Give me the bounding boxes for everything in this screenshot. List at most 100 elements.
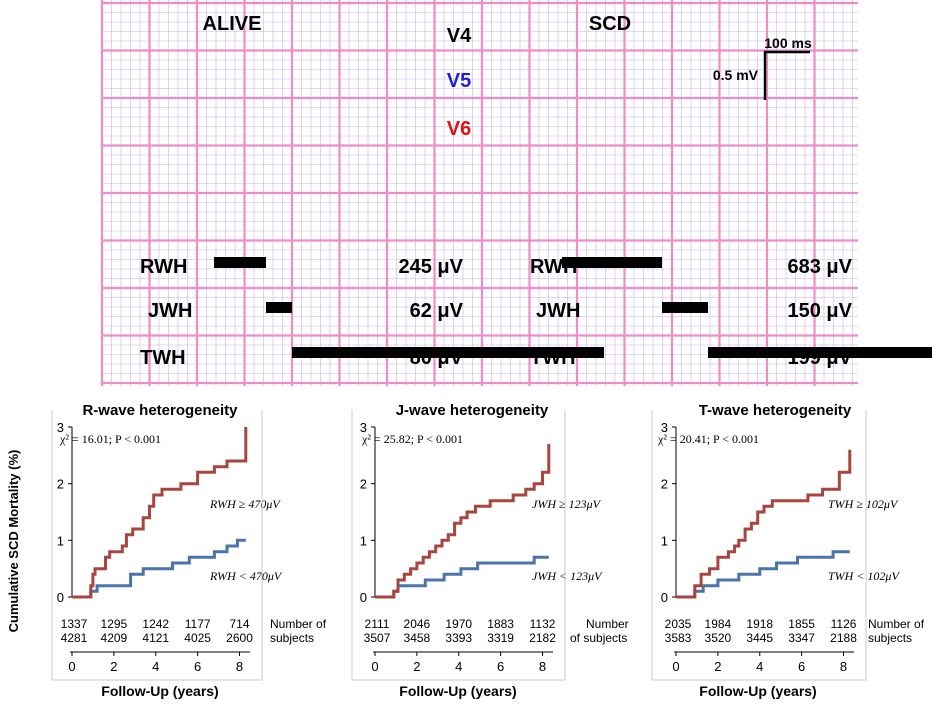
panel-label-alive: ALIVE (203, 13, 262, 35)
risk-table-label-line1: Number of (270, 617, 327, 631)
km-ylabel: Cumulative SCD Mortality (%) (6, 450, 21, 633)
km-x-tick-label: 2 (413, 659, 420, 674)
km-x-tick-label: 0 (371, 659, 378, 674)
km-series-high (72, 427, 248, 599)
measure-bar-scd-jwh (662, 302, 708, 313)
measure-name-alive-twh: TWH (140, 347, 186, 369)
scale-bar-amplitude-label: 0.5 mV (713, 67, 759, 83)
km-title: J-wave heterogeneity (396, 402, 549, 419)
km-series-label-low: RWH < 470μV (209, 569, 283, 583)
km-x-tick-label: 8 (236, 659, 243, 674)
measure-bar-alive-rwh (214, 257, 266, 268)
km-series-label-high: JWH ≥ 123μV (532, 497, 602, 511)
km-y-tick-label: 0 (360, 590, 367, 605)
km-y-tick-label: 1 (661, 533, 668, 548)
km-series-high (375, 444, 551, 599)
km-series-label-high: RWH ≥ 470μV (209, 497, 281, 511)
km-x-tick-label: 6 (798, 659, 805, 674)
risk-table-cell: 1337 (61, 617, 88, 631)
scale-bar: 100 ms 0.5 mV (713, 35, 812, 100)
risk-table-label-line2: subjects (868, 631, 912, 645)
km-xlabel: Follow-Up (years) (101, 683, 218, 699)
km-y-tick-label: 0 (57, 590, 64, 605)
risk-table-cell: 1242 (142, 617, 169, 631)
ecg-panel: ALIVE SCD V4 V5 V6 100 ms 0.5 mV RWH 245… (102, 0, 932, 386)
km-y-tick-label: 0 (661, 590, 668, 605)
risk-table-cell: 2035 (665, 617, 692, 631)
km-y-tick-label: 3 (661, 420, 668, 435)
measure-bar-alive-jwh (266, 302, 292, 313)
km-series-label-low: JWH < 123μV (532, 569, 603, 583)
risk-table-cell: 2046 (404, 617, 431, 631)
risk-table-label-line2: subjects (270, 631, 314, 645)
km-title: T-wave heterogeneity (699, 402, 852, 419)
risk-table-label-line1: Number (586, 617, 629, 631)
measure-value-alive-rwh: 245 μV (398, 256, 463, 278)
km-x-tick-label: 8 (840, 659, 847, 674)
measure-value-alive-jwh: 62 μV (410, 300, 464, 322)
risk-table-cell: 2600 (226, 631, 253, 645)
risk-table-cell: 1132 (530, 617, 556, 631)
km-chart-twh: T-wave heterogeneity χ² = 20.41; P < 0.0… (651, 402, 925, 699)
km-xlabel: Follow-Up (years) (399, 683, 516, 699)
measure-bars (214, 257, 932, 358)
km-frame (51, 410, 263, 681)
measure-name-alive-jwh: JWH (148, 300, 192, 322)
risk-table-cell: 2188 (830, 631, 857, 645)
km-x-tick-label: 6 (194, 659, 201, 674)
km-chart-jwh: J-wave heterogeneity χ² = 25.82; P < 0.0… (351, 402, 629, 699)
scale-bar-time-label: 100 ms (764, 35, 812, 51)
km-stat: χ² = 16.01; P < 0.001 (59, 432, 161, 446)
km-y-tick-label: 3 (360, 420, 367, 435)
risk-table-cell: 1883 (487, 617, 514, 631)
risk-table-cell: 1855 (788, 617, 815, 631)
km-frame (351, 410, 566, 681)
km-series-low (676, 550, 850, 599)
km-x-tick-label: 0 (672, 659, 679, 674)
risk-table-cell: 3458 (404, 631, 431, 645)
measure-bar-alive-twh (292, 347, 604, 358)
km-title: R-wave heterogeneity (82, 402, 238, 419)
panel-label-scd: SCD (589, 13, 631, 35)
risk-table-cell: 1177 (185, 617, 211, 631)
risk-table-cell: 3520 (705, 631, 732, 645)
risk-table-cell: 1984 (705, 617, 732, 631)
km-series-low (72, 538, 246, 599)
risk-table-cell: 1970 (445, 617, 472, 631)
measure-name-alive-rwh: RWH (140, 256, 187, 278)
risk-table-label-line1: Number of (868, 617, 925, 631)
km-y-tick-label: 1 (360, 533, 367, 548)
km-x-tick-label: 4 (455, 659, 462, 674)
km-series-label-high: TWH ≥ 102μV (828, 497, 899, 511)
lead-label-v5: V5 (447, 70, 471, 92)
ecg-grid (100, 0, 858, 386)
measure-value-scd-rwh: 683 μV (787, 256, 852, 278)
km-series-high (676, 449, 852, 599)
risk-table-cell: 3445 (746, 631, 773, 645)
measure-value-scd-jwh: 150 μV (787, 300, 852, 322)
measure-name-scd-jwh: JWH (536, 300, 580, 322)
km-x-tick-label: 2 (714, 659, 721, 674)
km-series-low (375, 555, 549, 599)
km-y-tick-label: 2 (57, 477, 64, 492)
measure-bar-scd-rwh (562, 257, 662, 268)
risk-table-cell: 2111 (365, 617, 390, 631)
risk-table-cell: 3319 (487, 631, 514, 645)
km-x-tick-label: 4 (152, 659, 159, 674)
km-x-tick-label: 8 (539, 659, 546, 674)
risk-table-cell: 1126 (831, 617, 857, 631)
lead-label-v6: V6 (447, 118, 471, 140)
km-stat: χ² = 25.82; P < 0.001 (361, 432, 463, 446)
km-frame (651, 410, 867, 681)
risk-table-cell: 1295 (101, 617, 128, 631)
risk-table-cell: 3393 (445, 631, 472, 645)
risk-table-cell: 4121 (142, 631, 169, 645)
scale-bar-lines (763, 50, 810, 100)
risk-table-cell: 4209 (101, 631, 128, 645)
km-y-tick-label: 3 (57, 420, 64, 435)
risk-table-cell: 3347 (788, 631, 815, 645)
risk-table-cell: 714 (230, 617, 250, 631)
risk-table-cell: 3507 (364, 631, 391, 645)
km-x-tick-label: 0 (68, 659, 75, 674)
